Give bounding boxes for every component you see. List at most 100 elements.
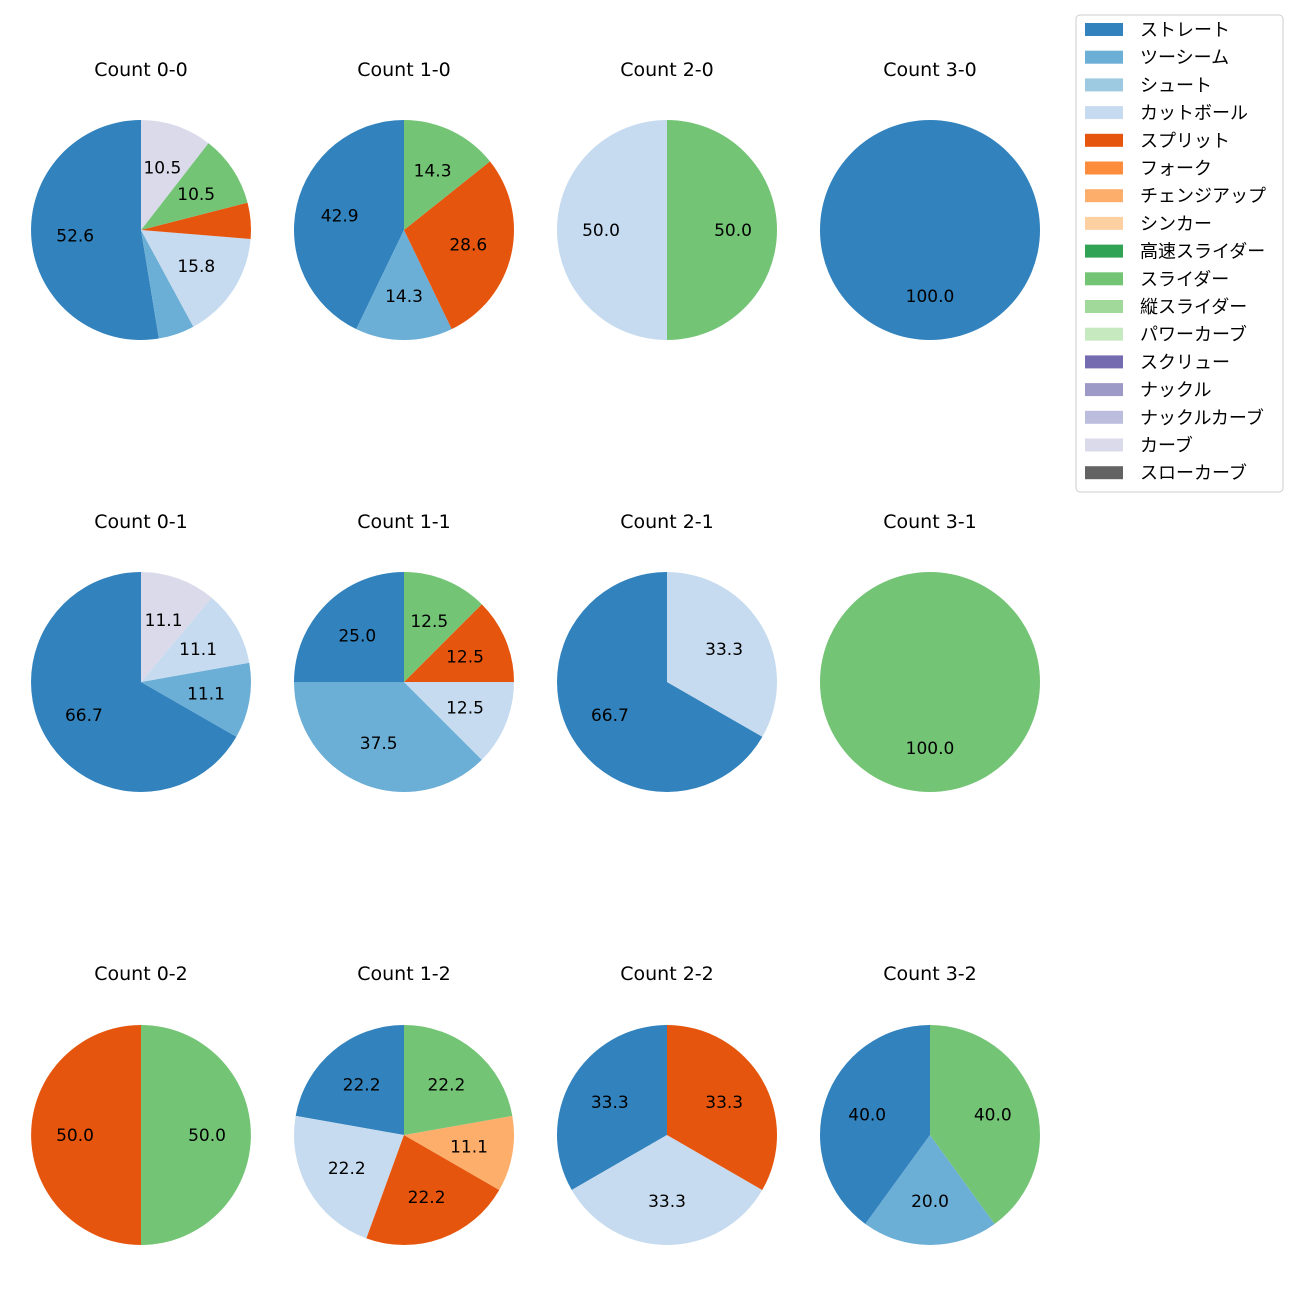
- legend-swatch: [1085, 438, 1123, 452]
- legend-swatch: [1085, 23, 1123, 36]
- slice-percent-label: 22.2: [328, 1159, 366, 1179]
- pie-count-3-0: Count 3-0 100.0: [820, 59, 1040, 340]
- legend-item: スローカーブ: [1085, 462, 1247, 484]
- legend-label: ツーシーム: [1140, 48, 1229, 69]
- slice-percent-label: 100.0: [906, 287, 955, 307]
- chart-title: Count 3-1: [883, 511, 977, 533]
- legend-item: ナックルカーブ: [1085, 407, 1264, 429]
- pie-slice: [404, 1115, 514, 1190]
- pie-slice: [404, 1025, 513, 1135]
- slice-percent-label: 14.3: [385, 287, 423, 307]
- legend-label: 高速スライダー: [1140, 242, 1265, 263]
- pie-slice: [141, 230, 251, 327]
- slice-percent-label: 20.0: [911, 1192, 949, 1212]
- legend-label: ナックルカーブ: [1140, 407, 1264, 429]
- legend-frame: [1075, 14, 1284, 493]
- slice-percent-label: 52.6: [56, 226, 94, 246]
- legend-item: ツーシーム: [1085, 48, 1229, 69]
- legend-swatch: [1085, 189, 1123, 203]
- pie-slice: [557, 1025, 667, 1190]
- pie-slice: [404, 604, 514, 682]
- slice-percent-label: 10.5: [177, 185, 215, 205]
- legend-item: スクリュー: [1085, 352, 1230, 373]
- legend-item: 高速スライダー: [1085, 242, 1265, 263]
- legend-swatch: [1085, 244, 1123, 258]
- chart-title: Count 2-2: [620, 963, 714, 985]
- slice-percent-label: 50.0: [56, 1126, 94, 1146]
- slice-percent-label: 50.0: [714, 221, 752, 241]
- legend-label: シュート: [1140, 75, 1212, 96]
- slice-percent-label: 33.3: [648, 1192, 686, 1212]
- pie-count-0-1: Count 0-1 66.7 11.1 11.1 11.1: [31, 511, 251, 792]
- pie-slice: [366, 1135, 500, 1246]
- slice-percent-label: 66.7: [591, 706, 629, 726]
- pie-slice: [31, 572, 237, 792]
- pie-slice: [141, 597, 250, 682]
- slice-percent-label: 37.5: [360, 734, 398, 754]
- pie-count-2-2: Count 2-2 33.3 33.3 33.3: [557, 963, 777, 1245]
- chart-title: Count 1-2: [357, 963, 451, 985]
- pie-slice: [865, 1135, 995, 1246]
- legend-swatch: [1085, 355, 1123, 369]
- pie-slice: [404, 161, 514, 330]
- pie-count-3-2: Count 3-2 40.0 20.0 40.0: [819, 963, 1041, 1246]
- pie-slice: [293, 1115, 404, 1239]
- pie-slice: [293, 120, 404, 330]
- pie-slice: [557, 572, 763, 792]
- slice-percent-label: 14.3: [414, 162, 452, 182]
- slice-percent-label: 40.0: [848, 1106, 886, 1126]
- legend-item: カーブ: [1085, 435, 1193, 457]
- pie-slice: [141, 230, 194, 339]
- legend-swatch: [1085, 50, 1123, 64]
- pie-slice: [141, 662, 251, 737]
- slice-percent-label: 11.1: [187, 684, 225, 704]
- pie-slice: [930, 1025, 1041, 1224]
- legend-swatch: [1085, 272, 1123, 286]
- legend-swatch: [1085, 216, 1123, 230]
- legend-label: パワーカーブ: [1140, 324, 1247, 346]
- chart-title: Count 3-2: [883, 963, 977, 985]
- pie-slice: [404, 682, 514, 760]
- slice-percent-label: 50.0: [582, 221, 620, 241]
- slice-percent-label: 22.2: [343, 1075, 381, 1095]
- pie-slice: [141, 572, 212, 682]
- chart-title: Count 3-0: [883, 59, 977, 81]
- slice-percent-label: 12.5: [410, 612, 448, 632]
- legend-item: ストレート: [1085, 20, 1230, 41]
- pie-count-1-2: Count 1-2 22.2 22.2 22.2 11.1 22.2: [293, 963, 514, 1246]
- pie-slice: [404, 572, 482, 682]
- legend-label: シンカー: [1140, 214, 1212, 235]
- pie-slice: [294, 572, 404, 682]
- legend-item: シンカー: [1085, 214, 1212, 235]
- pie-count-2-1: Count 2-1 66.7 33.3: [557, 511, 778, 792]
- pie-count-3-1: Count 3-1 100.0: [820, 511, 1040, 792]
- slice-percent-label: 11.1: [179, 640, 217, 660]
- legend-label: カーブ: [1140, 435, 1193, 457]
- legend-item: スライダー: [1085, 269, 1229, 290]
- legend-swatch: [1085, 327, 1123, 341]
- pie-slice: [356, 230, 452, 341]
- legend-item: カットボール: [1085, 103, 1248, 124]
- legend-label: 縦スライダー: [1140, 297, 1247, 318]
- legend-label: チェンジアップ: [1140, 186, 1266, 207]
- slice-percent-label: 66.7: [65, 706, 103, 726]
- pie-slice: [667, 1025, 777, 1190]
- slice-percent-label: 11.1: [145, 611, 183, 631]
- pie-slice: [141, 120, 209, 230]
- legend-swatch: [1085, 161, 1123, 175]
- slice-percent-label: 28.6: [449, 236, 487, 256]
- slice-percent-label: 12.5: [446, 648, 484, 668]
- pie-slice: [141, 143, 248, 230]
- pie-slice: [820, 120, 1040, 340]
- legend-swatch: [1085, 133, 1123, 147]
- legend-item: フォーク: [1085, 159, 1212, 180]
- pie-slice: [667, 572, 778, 737]
- legend-swatch: [1085, 466, 1123, 480]
- chart-title: Count 2-1: [620, 511, 714, 533]
- legend-label: スプリット: [1140, 131, 1230, 152]
- legend-label: カットボール: [1140, 103, 1248, 124]
- slice-percent-label: 33.3: [705, 640, 743, 660]
- slice-percent-label: 100.0: [906, 739, 955, 759]
- slice-percent-label: 50.0: [188, 1126, 226, 1146]
